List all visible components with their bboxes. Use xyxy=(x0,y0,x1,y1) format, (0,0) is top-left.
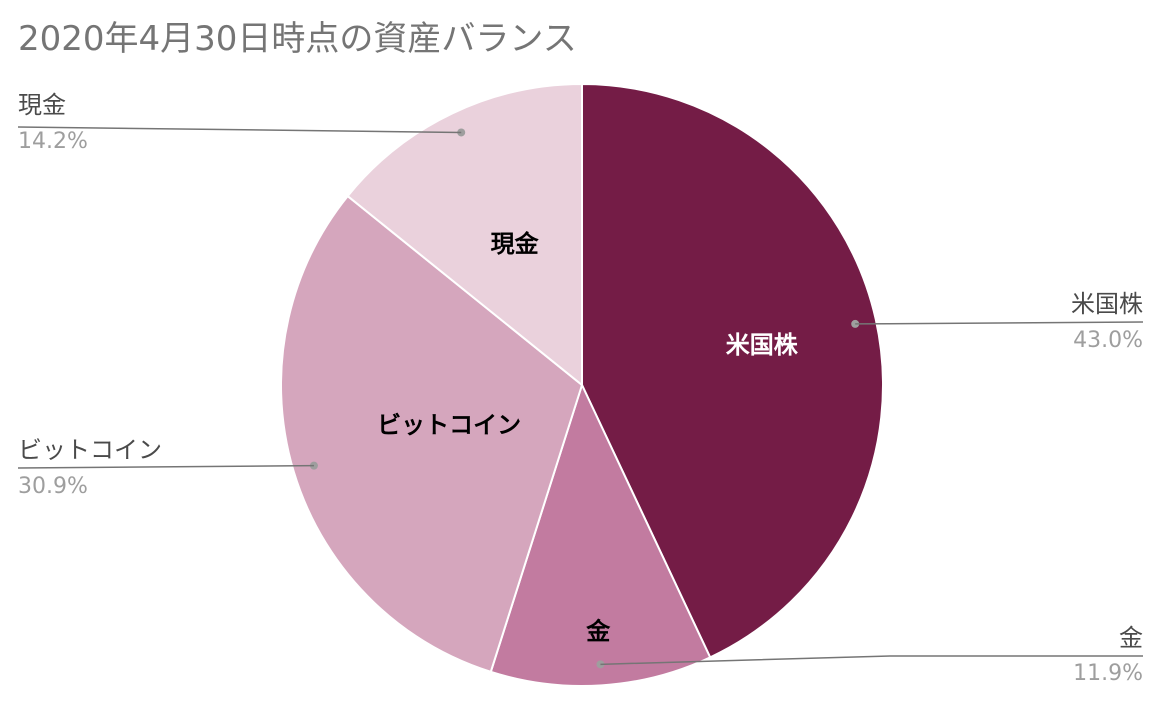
callout-labels: 米国株 43.0% 金 11.9% ビットコイン 30.9% 現金 14.2% xyxy=(17,91,1144,686)
slice-2-leader-line xyxy=(600,655,1143,666)
slice-4-leader-line xyxy=(17,126,462,134)
slice-1-callout-percent: 43.0% xyxy=(1073,328,1143,353)
slice-4-inside-label: 現金 xyxy=(491,230,540,258)
slice-2 xyxy=(489,382,712,687)
slice-1 xyxy=(581,82,884,659)
slice-4-callout-percent: 14.2% xyxy=(18,129,88,154)
slice-1-inside-label: 米国株 xyxy=(726,331,799,359)
slice-3-callout-name: ビットコイン xyxy=(18,436,162,464)
slice-3 xyxy=(280,194,584,674)
slice-1-leader-line xyxy=(855,321,1144,325)
chart-title: 2020年4月30日時点の資産バランス xyxy=(18,19,577,59)
slice-1-callout-name: 米国株 xyxy=(1071,290,1143,318)
slice-3-callout-percent: 30.9% xyxy=(18,474,88,499)
slice-2-callout-percent: 11.9% xyxy=(1073,661,1143,686)
slice-4 xyxy=(346,82,583,388)
slice-2-inside-label: 金 xyxy=(585,617,611,645)
pie-slices xyxy=(280,82,884,687)
slice-3-inside-label: ビットコイン xyxy=(377,411,521,439)
slice-2-callout-name: 金 xyxy=(1119,624,1143,652)
slice-4-callout-name: 現金 xyxy=(18,91,66,119)
slice-3-leader-line xyxy=(17,464,314,469)
